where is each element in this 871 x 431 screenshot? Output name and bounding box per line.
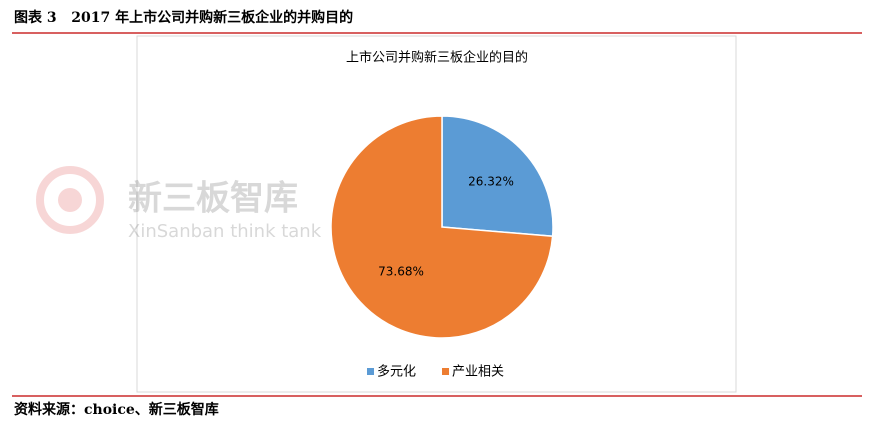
pie-slice: [330, 115, 554, 339]
data-label: 73.68%: [378, 265, 424, 279]
figure-caption: 图表 3 2017 年上市公司并购新三板企业的并购目的: [14, 9, 353, 26]
watermark-english: XinSanban think tank: [128, 221, 322, 242]
legend-swatch: [442, 368, 450, 375]
chart-title: 上市公司并购新三板企业的目的: [346, 50, 528, 66]
legend-label: 多元化: [377, 364, 416, 380]
pie-slice: [441, 115, 554, 238]
watermark-logo-core: [58, 188, 82, 212]
plot: 26.32% 73.68% 多元化 产业相关: [330, 115, 554, 380]
watermark-logo: [36, 166, 104, 234]
watermark: 新三板智库 XinSanban think tank: [36, 166, 322, 242]
watermark-name: 新三板智库: [128, 179, 298, 219]
legend-swatch: [367, 368, 374, 375]
data-label: 26.32%: [468, 174, 514, 188]
legend-label: 产业相关: [452, 365, 504, 380]
source-note: 资料来源：choice、新三板智库: [14, 401, 219, 418]
